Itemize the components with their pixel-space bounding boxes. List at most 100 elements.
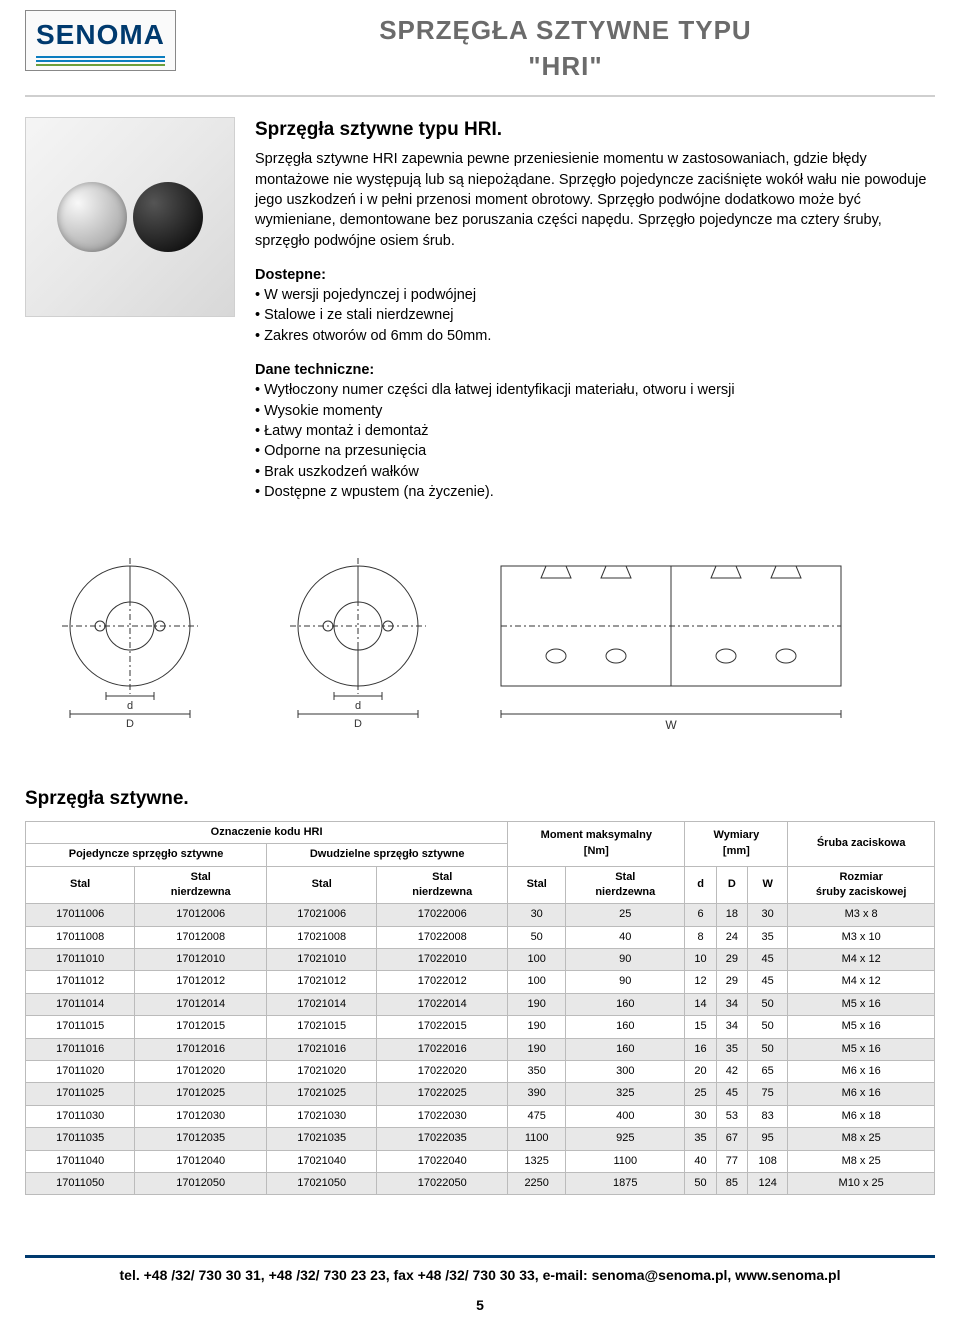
table-cell: 1100 [508,1128,566,1150]
table-cell: 20 [685,1061,716,1083]
table-cell: 45 [716,1083,747,1105]
table-cell: 17011015 [26,1016,135,1038]
logo: SENOMA [25,10,176,71]
table-cell: 17022040 [377,1150,508,1172]
th-moment: Moment maksymalny [Nm] [508,821,685,866]
technical-item: Brak uszkodzeń wałków [255,462,935,482]
table-cell: 90 [566,949,685,971]
table-cell: 29 [716,971,747,993]
table-cell: 108 [748,1150,788,1172]
table-cell: M4 x 12 [788,971,935,993]
table-cell: 475 [508,1105,566,1127]
table-cell: 17011020 [26,1061,135,1083]
table-cell: 17012010 [135,949,267,971]
table-column-header: D [716,866,747,904]
coupling-black-icon [133,182,203,252]
table-cell: 53 [716,1105,747,1127]
table-cell: 17022020 [377,1061,508,1083]
table-cell: 325 [566,1083,685,1105]
table-row: 1701100617012006170210061702200630256183… [26,904,935,926]
table-cell: 17022050 [377,1172,508,1194]
th-code: Oznaczenie kodu HRI [26,821,508,843]
technical-item: Dostępne z wpustem (na życzenie). [255,482,935,502]
table-cell: 16 [685,1038,716,1060]
table-cell: 925 [566,1128,685,1150]
table-cell: 90 [566,971,685,993]
table-cell: 50 [748,1016,788,1038]
table-row: 1701102517012025170210251702202539032525… [26,1083,935,1105]
table-row: 1701103017012030170210301702203047540030… [26,1105,935,1127]
table-cell: 17012012 [135,971,267,993]
table-cell: 160 [566,1038,685,1060]
table-cell: 17022006 [377,904,508,926]
table-row: 1701105017012050170210501702205022501875… [26,1172,935,1194]
diagram-label-D2: D [354,718,362,730]
table-cell: M5 x 16 [788,993,935,1015]
table-cell: 30 [748,904,788,926]
table-cell: 2250 [508,1172,566,1194]
diagram-label-d: d [127,700,133,712]
table-cell: 17011025 [26,1083,135,1105]
table-cell: 35 [748,926,788,948]
table-cell: 42 [716,1061,747,1083]
footer-page-number: 5 [25,1296,935,1316]
table-cell: 17021012 [267,971,377,993]
table-cell: 17012015 [135,1016,267,1038]
table-cell: 95 [748,1128,788,1150]
table-cell: 77 [716,1150,747,1172]
table-column-header: W [748,866,788,904]
table-cell: 24 [716,926,747,948]
table-cell: 17021020 [267,1061,377,1083]
table-cell: 390 [508,1083,566,1105]
technical-item: Łatwy montaż i demontaż [255,421,935,441]
diagram-label-D: D [126,718,134,730]
table-column-header: Stal [267,866,377,904]
intro-paragraph: Sprzęgła sztywne HRI zapewnia pewne prze… [255,149,935,250]
table-cell: M4 x 12 [788,949,935,971]
table-cell: 17011006 [26,904,135,926]
table-cell: 50 [685,1172,716,1194]
table-cell: 17021016 [267,1038,377,1060]
table-cell: 17011014 [26,993,135,1015]
table-cell: 29 [716,949,747,971]
table-cell: 17012016 [135,1038,267,1060]
table-cell: 17021006 [267,904,377,926]
logo-stripe-2 [36,60,165,62]
table-cell: 17011040 [26,1150,135,1172]
table-cell: 17021015 [267,1016,377,1038]
table-cell: 18 [716,904,747,926]
table-cell: 17012040 [135,1150,267,1172]
table-cell: 1325 [508,1150,566,1172]
intro-heading: Sprzęgła sztywne typu HRI. [255,117,935,144]
table-cell: M5 x 16 [788,1016,935,1038]
table-cell: 17011012 [26,971,135,993]
table-column-header: d [685,866,716,904]
table-cell: 25 [685,1083,716,1105]
diagram-single: d D [25,546,235,736]
logo-stripe-3 [36,64,165,66]
technical-block: Dane techniczne: Wytłoczony numer części… [255,360,935,502]
table-column-header: Stal [508,866,566,904]
table-cell: 17022025 [377,1083,508,1105]
available-title: Dostepne: [255,265,935,285]
table-cell: M5 x 16 [788,1038,935,1060]
table-cell: 50 [748,1038,788,1060]
table-cell: 17021030 [267,1105,377,1127]
table-cell: 160 [566,993,685,1015]
table-column-header: Stal nierdzewna [135,866,267,904]
table-row: 1701103517012035170210351702203511009253… [26,1128,935,1150]
table-cell: 17022010 [377,949,508,971]
table-cell: 15 [685,1016,716,1038]
available-block: Dostepne: W wersji pojedynczej i podwójn… [255,265,935,346]
table-cell: 190 [508,993,566,1015]
table-cell: 17021014 [267,993,377,1015]
table-column-header: Stal [26,866,135,904]
title-line2: "HRI" [196,48,935,84]
technical-item: Wysokie momenty [255,401,935,421]
table-cell: 40 [566,926,685,948]
th-double: Dwudzielne sprzęgło sztywne [267,844,508,866]
table-cell: M8 x 25 [788,1150,935,1172]
table-cell: 17022030 [377,1105,508,1127]
diagram-double: d D [253,546,463,736]
table-cell: 17021008 [267,926,377,948]
